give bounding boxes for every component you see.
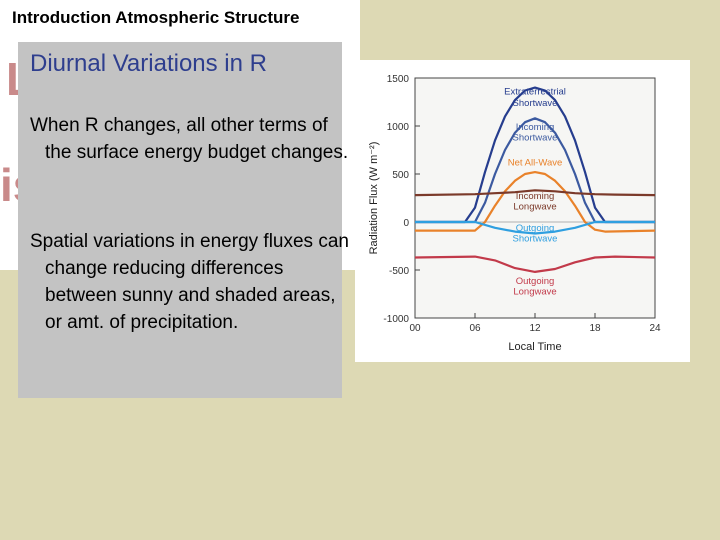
series-label: Longwave: [513, 202, 556, 213]
series-line: [415, 86, 655, 224]
x-tick-label: 24: [649, 323, 661, 334]
panel-heading: Diurnal Variations in R: [30, 50, 267, 77]
x-tick-label: 06: [469, 323, 481, 334]
series-label: Shortwave: [513, 98, 558, 109]
paragraph-surface-energy: When R changes, all other terms of the s…: [30, 115, 349, 163]
y-tick-label: 1000: [387, 122, 410, 133]
y-tick-label: 0: [403, 218, 409, 229]
y-axis-label: Radiation Flux (W m⁻²): [368, 142, 380, 255]
series-label: Net All-Wave: [508, 157, 563, 168]
slide-title: Introduction Atmospheric Structure: [12, 8, 300, 27]
series-label: Shortwave: [513, 234, 558, 245]
x-tick-label: 12: [529, 323, 541, 334]
series-label: Outgoing: [516, 223, 555, 234]
text-panel: Diurnal Variations in R When R changes, …: [18, 42, 349, 398]
y-tick-label: -1000: [383, 314, 409, 325]
series-label: Outgoing: [516, 276, 555, 287]
y-tick-label: 1500: [387, 74, 410, 85]
series-line: [415, 171, 656, 233]
x-axis-label: Local Time: [508, 341, 561, 353]
series-label: Incoming: [516, 122, 555, 133]
header-strip: [0, 0, 360, 40]
series-line: [414, 255, 656, 273]
radiation-flux-chart: 1500 1000 500 0 -500 -1000 00 06 12 18 24 Local Tim…: [355, 60, 690, 362]
x-tick-label: 00: [409, 323, 421, 334]
y-tick-label: -500: [389, 266, 409, 277]
series-label: Extraterrestrial: [504, 86, 566, 97]
series-label: Longwave: [513, 286, 556, 297]
series-line: [414, 189, 656, 197]
series-line: [415, 220, 655, 235]
series-label: Shortwave: [513, 132, 558, 143]
y-tick-label: 500: [392, 170, 409, 181]
series-label: Incoming: [516, 191, 555, 202]
x-tick-label: 18: [589, 323, 601, 334]
paragraph-spatial-variations: Spatial variations in energy fluxes can …: [30, 231, 349, 333]
